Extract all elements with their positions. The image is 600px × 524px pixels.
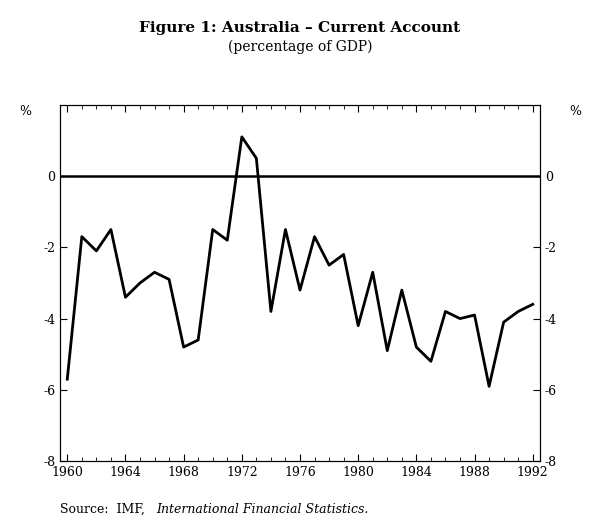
Text: Figure 1: Australia – Current Account: Figure 1: Australia – Current Account: [139, 21, 461, 35]
Text: (percentage of GDP): (percentage of GDP): [228, 39, 372, 53]
Text: Source:  IMF,: Source: IMF,: [60, 503, 149, 516]
Text: %: %: [569, 105, 581, 118]
Text: International Financial Statistics.: International Financial Statistics.: [157, 503, 369, 516]
Text: %: %: [19, 105, 31, 118]
